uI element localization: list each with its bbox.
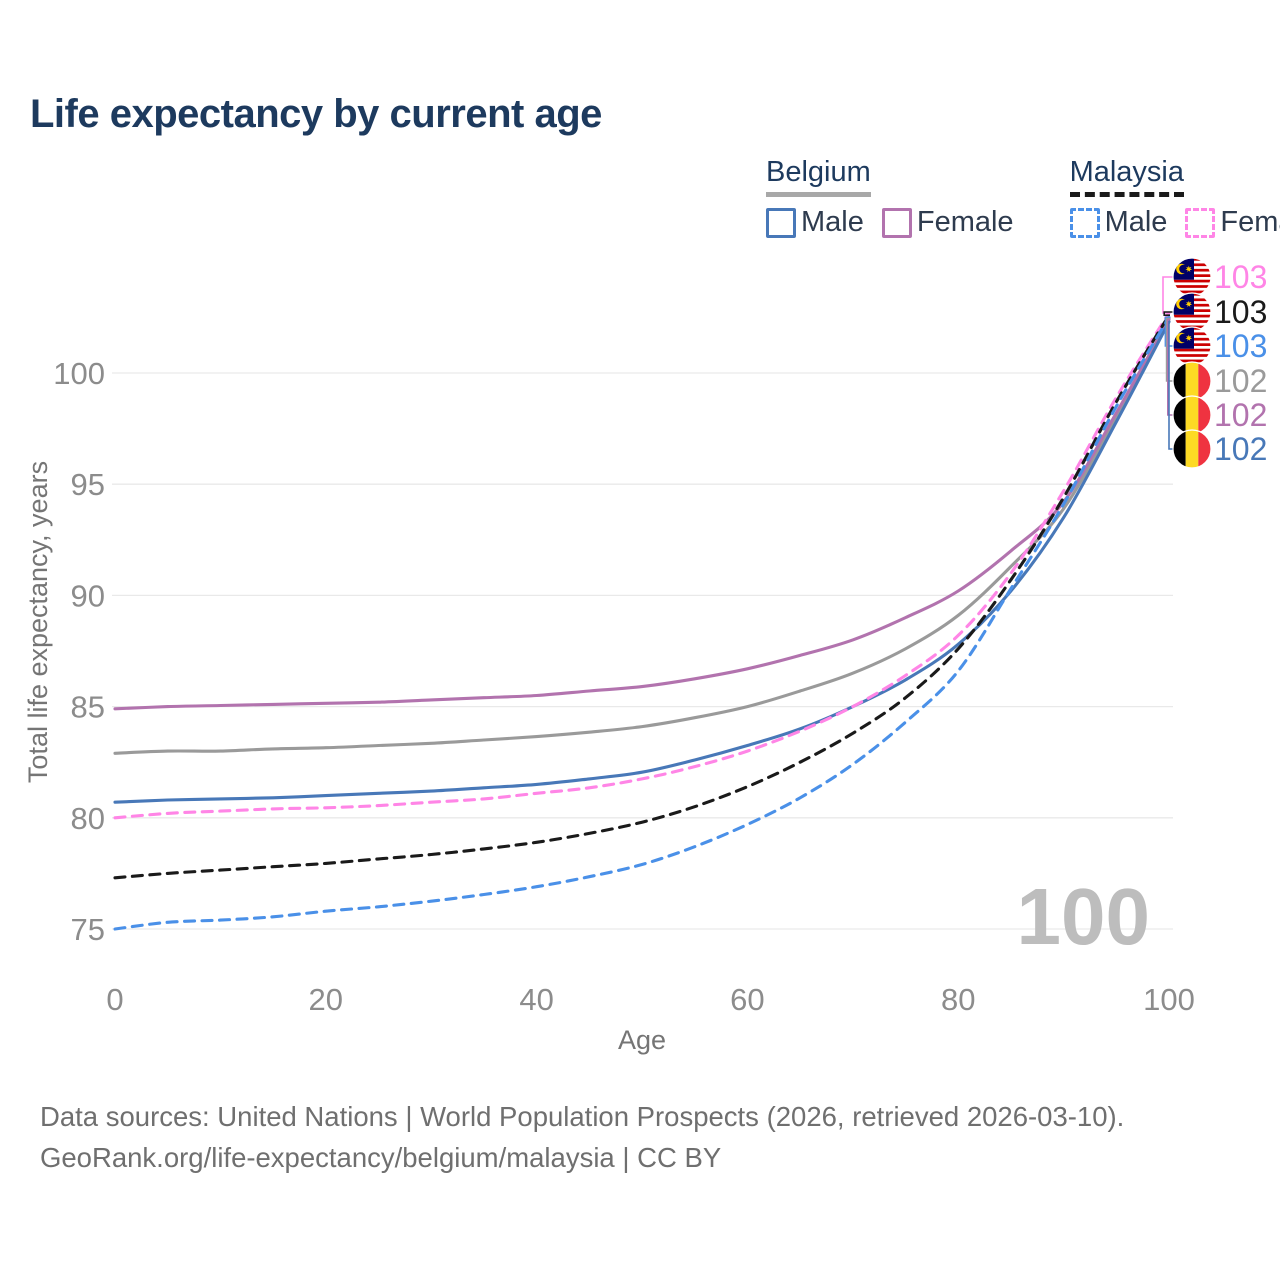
series-line-belgium-female[interactable] (113, 318, 1171, 711)
series-line-belgium-both-sexes[interactable] (113, 316, 1171, 755)
end-label-belgium-male: 102 (1214, 431, 1267, 467)
x-tick-60: 60 (730, 982, 764, 1017)
age-watermark: 100 (1017, 872, 1150, 961)
x-tick-20: 20 (309, 982, 343, 1017)
footer: Data sources: United Nations | World Pop… (40, 1096, 1124, 1178)
x-tick-40: 40 (519, 982, 553, 1017)
legend-group-belgium: Belgium Male Female (766, 156, 1014, 239)
checkbox-belgium-female-icon[interactable] (881, 207, 912, 238)
end-label-belgium-female: 102 (1214, 397, 1267, 433)
legend-item-belgium-female[interactable]: Female (881, 206, 1014, 239)
label-connector-belgium-female (1167, 318, 1175, 416)
legend-item-malaysia-female-label: Female (1220, 206, 1280, 238)
legend-country-malaysia-label: Malaysia (1069, 156, 1184, 197)
legend-item-malaysia-male[interactable]: Male (1069, 206, 1168, 239)
end-label-belgium-both-sexes: 102 (1214, 363, 1267, 399)
series-line-belgium-male[interactable] (113, 320, 1171, 804)
end-label-malaysia-both-sexes: 103 (1214, 294, 1267, 330)
legend: Belgium Male Female Malaysia Mal (766, 156, 1280, 239)
checkbox-malaysia-male-icon[interactable] (1069, 207, 1100, 238)
x-axis-title: Age (618, 1025, 666, 1055)
legend-country-belgium[interactable]: Belgium (766, 156, 1014, 197)
legend-items-belgium: Male Female (766, 206, 1014, 239)
legend-item-belgium-male-label: Male (801, 206, 864, 238)
series-line-malaysia-male[interactable] (113, 315, 1171, 931)
y-axis-title: Total life expectancy, years (23, 461, 53, 783)
label-connector-malaysia-male (1164, 316, 1175, 347)
y-tick-100: 100 (53, 356, 105, 391)
end-label-malaysia-female: 103 (1214, 259, 1267, 295)
legend-item-belgium-male[interactable]: Male (766, 206, 864, 239)
y-tick-90: 90 (71, 578, 105, 613)
flag-malaysia-icon (1173, 293, 1211, 331)
footer-attribution: GeoRank.org/life-expectancy/belgium/mala… (40, 1142, 722, 1173)
legend-country-belgium-label: Belgium (766, 156, 871, 197)
x-tick-100: 100 (1143, 982, 1195, 1017)
legend-item-malaysia-male-label: Male (1104, 206, 1168, 238)
end-label-malaysia-male: 103 (1214, 328, 1267, 364)
series-line-malaysia-both-sexes[interactable] (113, 313, 1171, 880)
legend-item-belgium-female-label: Female (916, 206, 1014, 238)
y-tick-95: 95 (71, 467, 105, 502)
legend-item-malaysia-female[interactable]: Female (1185, 206, 1280, 239)
page-title: Life expectancy by current age (30, 92, 602, 136)
legend-items-malaysia: Male Female (1069, 206, 1280, 239)
y-tick-75: 75 (71, 912, 105, 947)
label-connector-belgium-both-sexes (1165, 317, 1175, 382)
legend-group-malaysia: Malaysia Male Female (1069, 156, 1280, 239)
checkbox-malaysia-female-icon[interactable] (1185, 207, 1216, 238)
y-tick-85: 85 (71, 690, 105, 725)
footer-data-sources: Data sources: United Nations | World Pop… (40, 1101, 1125, 1132)
x-tick-80: 80 (941, 982, 975, 1017)
checkbox-belgium-male-icon[interactable] (766, 207, 796, 238)
legend-country-malaysia[interactable]: Malaysia (1069, 156, 1280, 197)
series-line-malaysia-female[interactable] (113, 311, 1171, 820)
label-connector-malaysia-both-sexes (1163, 311, 1175, 316)
label-connector-belgium-male (1168, 321, 1175, 450)
label-connector-malaysia-female (1162, 276, 1175, 314)
y-tick-80: 80 (71, 801, 105, 836)
x-tick-0: 0 (106, 982, 123, 1017)
